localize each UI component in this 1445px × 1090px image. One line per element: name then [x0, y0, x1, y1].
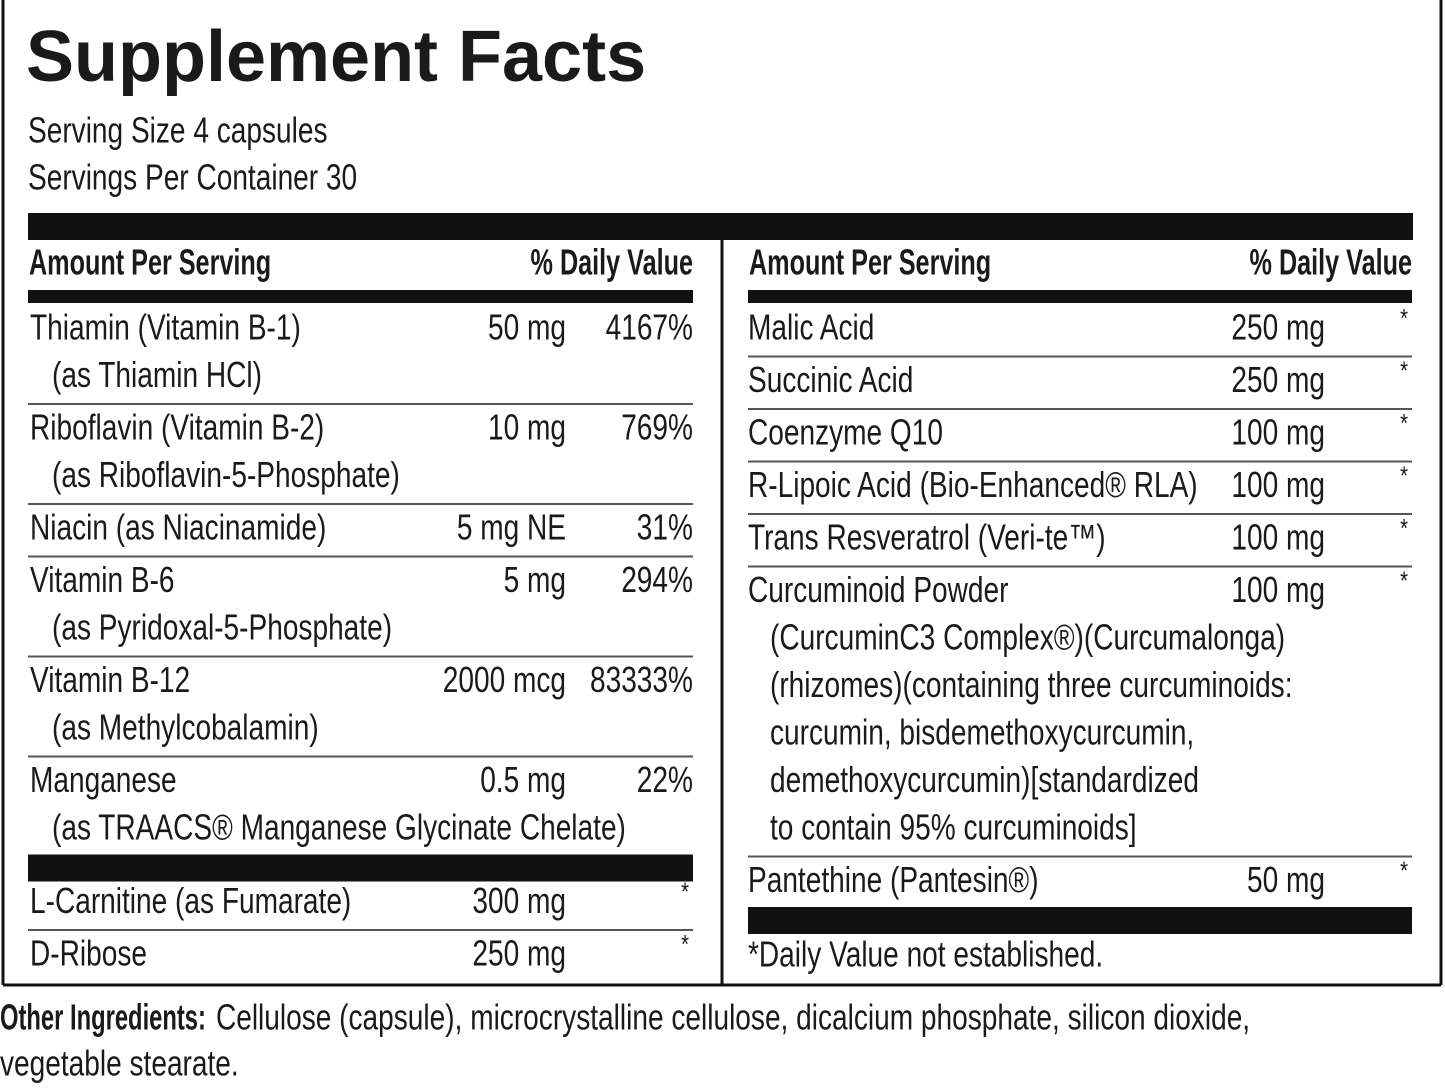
amount: 50 mg [1247, 860, 1325, 900]
ingredient-source: (as Riboflavin-5-Phosphate) [52, 455, 400, 495]
ingredient-name: Vitamin B-6 [30, 560, 175, 600]
ingredient-name: Vitamin B-12 [30, 660, 190, 700]
amount: 2000 mcg [443, 660, 566, 700]
ingredient-name: Niacin (as Niacinamide) [30, 507, 326, 547]
other-ingredients-label: Other Ingredients: [0, 998, 206, 1038]
thick-bar [28, 854, 693, 882]
amount: 10 mg [488, 407, 566, 447]
daily-value: 769% [621, 407, 693, 447]
ingredient-name: Succinic Acid [748, 360, 913, 400]
title: Supplement Facts [26, 17, 646, 97]
daily-value: * [681, 929, 689, 958]
ingredient-name: Manganese [30, 760, 177, 800]
ingredient-name: Malic Acid [748, 307, 874, 347]
serving-size: Serving Size 4 capsules [28, 110, 328, 150]
amount: 250 mg [1231, 307, 1325, 347]
ingredient-name: Riboflavin (Vitamin B-2) [30, 407, 324, 447]
ingredient-source: (as Pyridoxal-5-Phosphate) [52, 607, 392, 647]
amount: 5 mg NE [457, 507, 566, 547]
daily-value: 294% [621, 560, 693, 600]
daily-value: * [1400, 566, 1408, 595]
thick-bar [28, 290, 693, 303]
amount: 5 mg [504, 560, 566, 600]
daily-value: * [1400, 408, 1408, 437]
amount: 250 mg [1231, 360, 1325, 400]
ingredient-source: (rhizomes)(containing three curcuminoids… [770, 665, 1293, 705]
daily-value: 31% [637, 507, 693, 547]
amount: 0.5 mg [480, 760, 566, 800]
ingredient-name: Pantethine (Pantesin®) [748, 860, 1039, 900]
header: Amount Per Serving [29, 242, 271, 283]
header: % Daily Value [531, 242, 693, 283]
ingredient-source: demethoxycurcumin)[standardized [770, 760, 1199, 800]
amount: 100 mg [1231, 517, 1325, 557]
ingredient-source: (as Methylcobalamin) [52, 707, 319, 747]
ingredient-name: Thiamin (Vitamin B-1) [30, 307, 301, 347]
daily-value: 22% [637, 760, 693, 800]
thick-bar [748, 907, 1412, 934]
ingredient-source: curcumin, bisdemethoxycurcumin, [770, 712, 1194, 752]
daily-value: 83333% [590, 660, 693, 700]
amount: 100 mg [1231, 570, 1325, 610]
amount: 50 mg [488, 307, 566, 347]
daily-value: 4167% [606, 307, 693, 347]
thick-bar [748, 290, 1412, 303]
ingredient-name: Trans Resveratrol (Veri-te™) [748, 517, 1106, 557]
amount: 300 mg [472, 881, 566, 921]
ingredient-source: (as TRAACS® Manganese Glycinate Chelate) [52, 807, 626, 847]
thick-bar [28, 213, 1413, 240]
servings-per-container: Servings Per Container 30 [28, 157, 357, 197]
ingredient-source: (CurcuminC3 Complex®)(Curcumalonga) [770, 617, 1285, 657]
daily-value: * [1400, 461, 1408, 490]
ingredient-source: to contain 95% curcuminoids] [770, 807, 1137, 847]
other-ingredients: Cellulose (capsule), microcrystalline ce… [216, 997, 1250, 1037]
header: % Daily Value [1250, 242, 1412, 283]
ingredient-source: (as Thiamin HCl) [52, 355, 262, 395]
other-ingredients: vegetable stearate. [0, 1043, 239, 1083]
daily-value: * [1400, 356, 1408, 385]
ingredient-name: Curcuminoid Powder [748, 570, 1009, 610]
amount: 100 mg [1231, 412, 1325, 452]
ingredient-name: R-Lipoic Acid (Bio-Enhanced® RLA) [748, 465, 1198, 505]
header: Amount Per Serving [749, 242, 991, 283]
amount: 250 mg [472, 933, 566, 973]
daily-value: * [1400, 513, 1408, 542]
daily-value: * [1400, 856, 1408, 885]
daily-value: * [681, 877, 689, 906]
footnote: *Daily Value not established. [748, 934, 1103, 974]
daily-value: * [1400, 303, 1408, 332]
amount: 100 mg [1231, 465, 1325, 505]
ingredient-name: Coenzyme Q10 [748, 412, 943, 452]
ingredient-name: D-Ribose [30, 933, 147, 973]
ingredient-name: L-Carnitine (as Fumarate) [30, 881, 351, 921]
